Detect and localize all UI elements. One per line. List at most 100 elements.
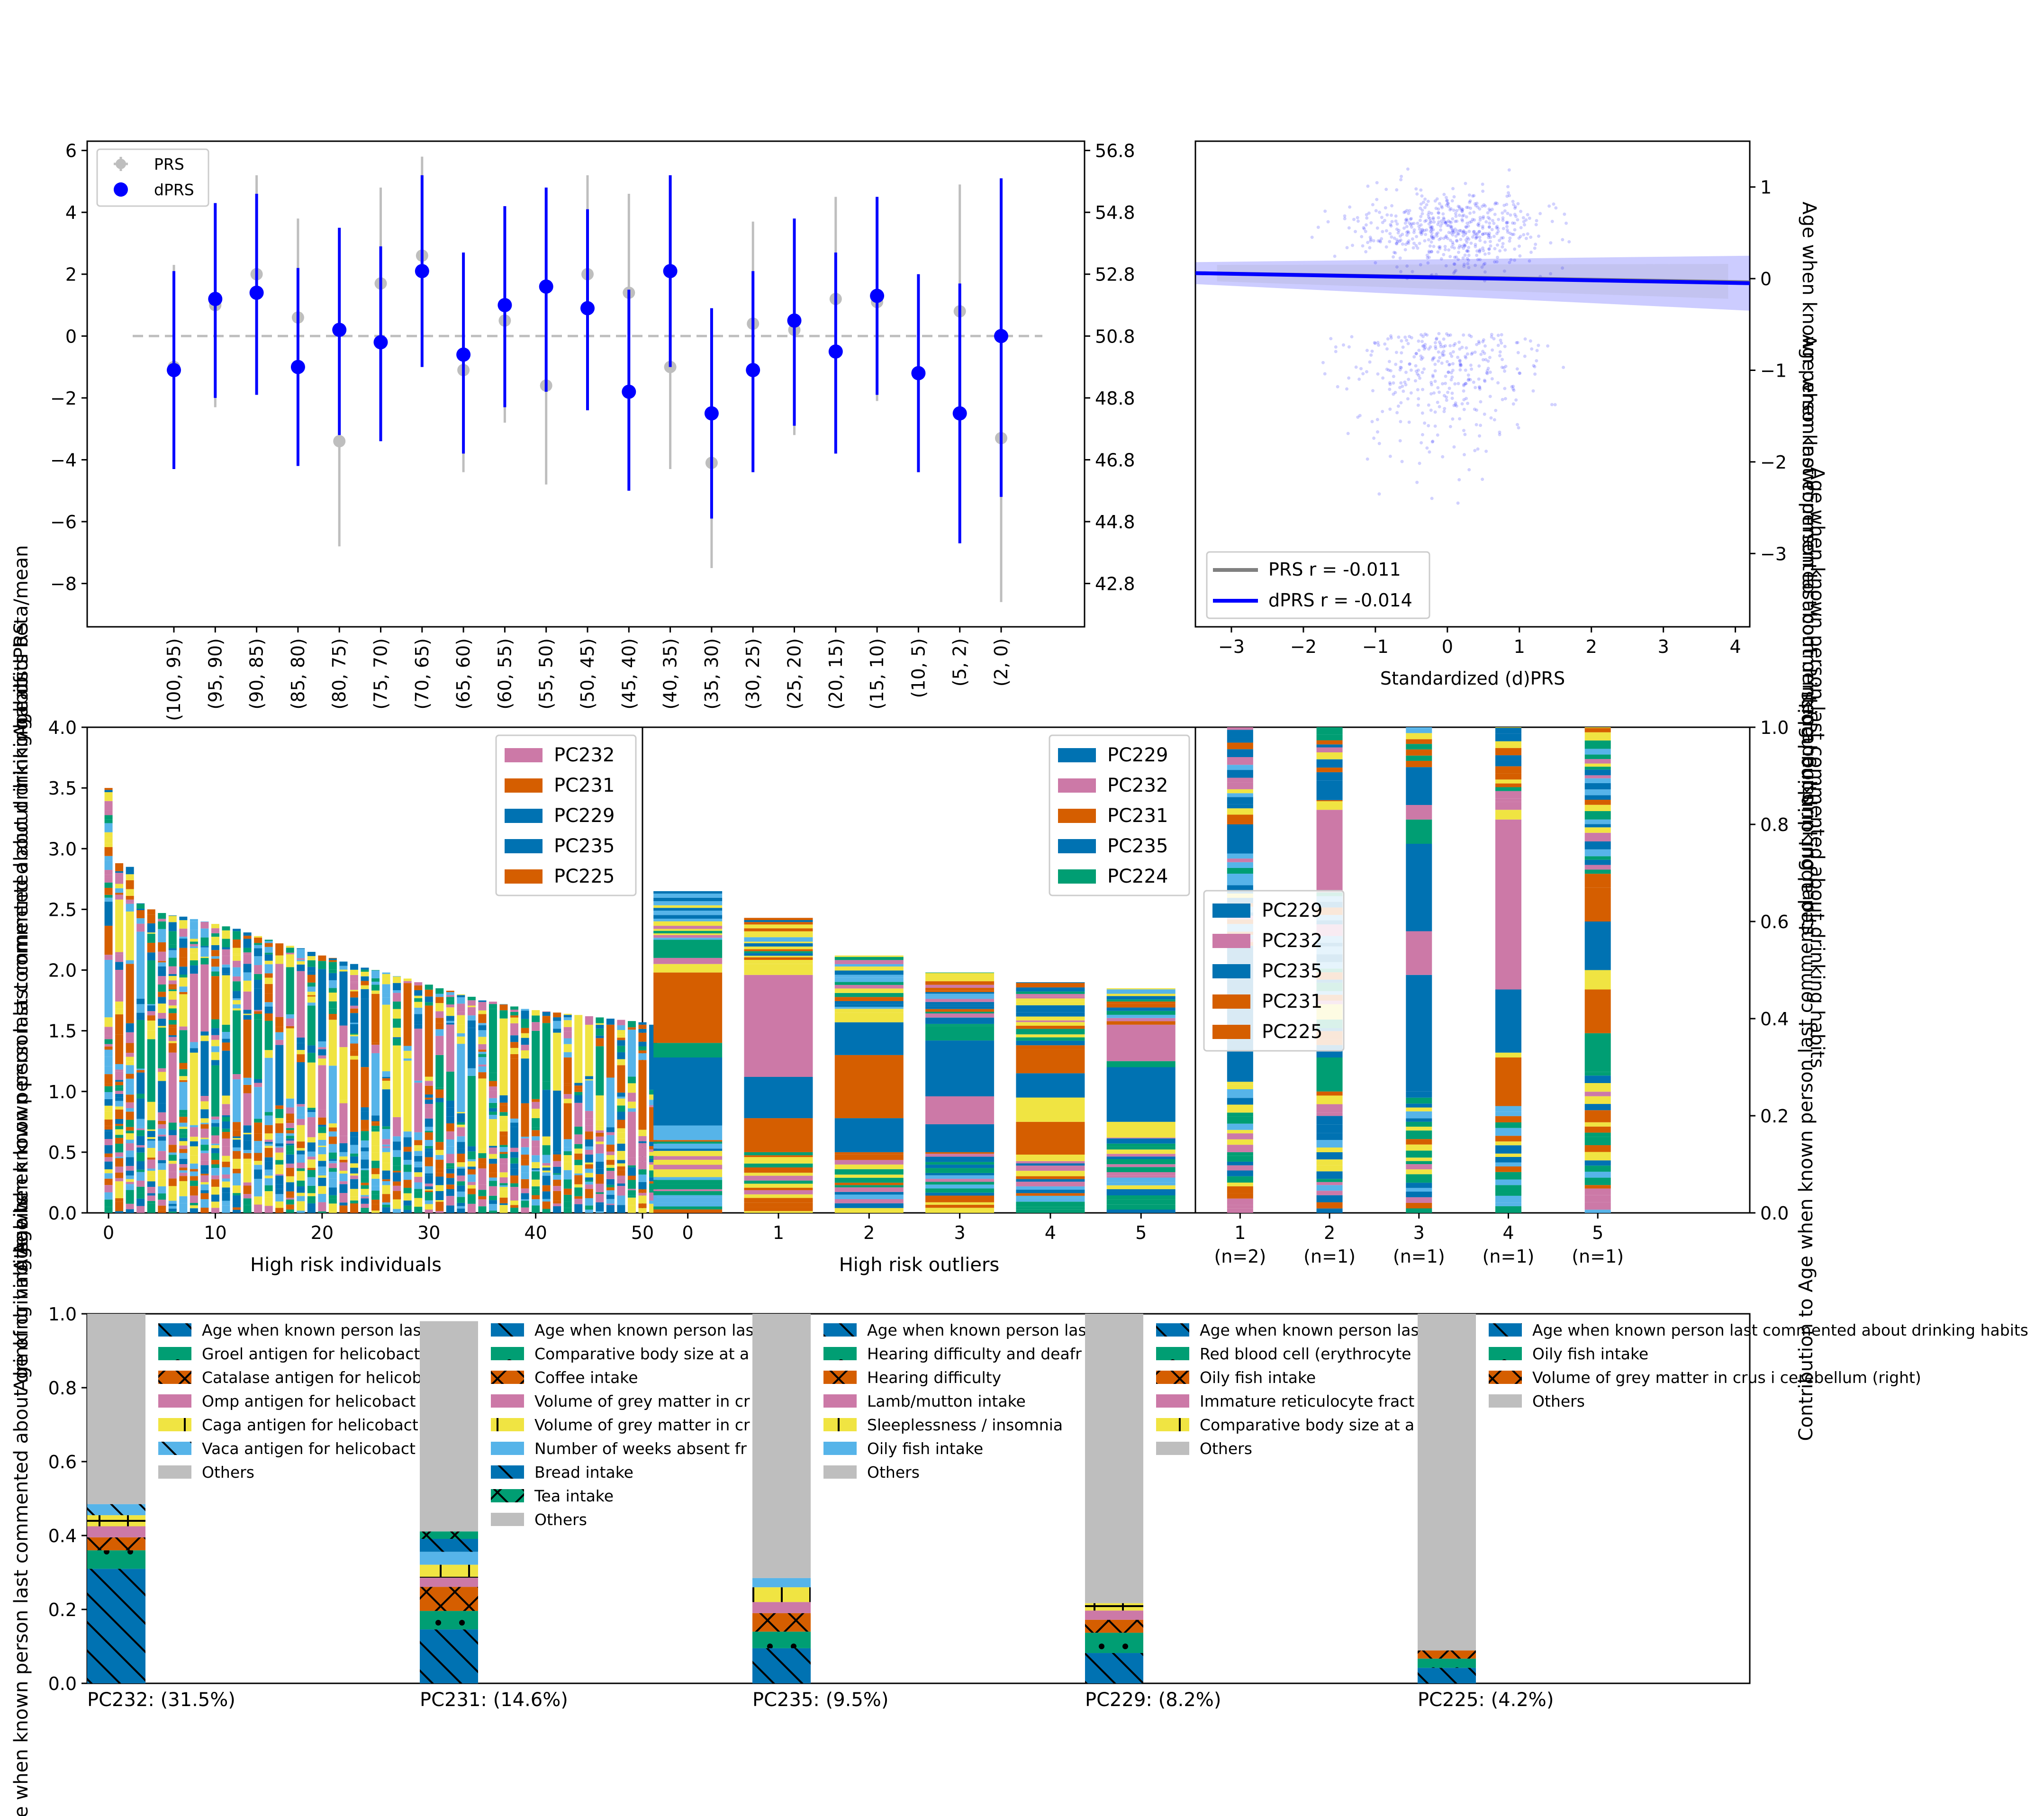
individual-bar-segment: [638, 1141, 647, 1143]
individual-bar-segment: [275, 1189, 284, 1194]
scatter-point: [1474, 244, 1477, 248]
individual-bar-segment: [126, 964, 134, 1023]
outlier-bar-slice: [925, 1152, 995, 1154]
individual-bar-segment: [264, 1206, 273, 1213]
cluster-bar-slice: [1584, 1126, 1611, 1133]
individual-bar-segment: [158, 1163, 166, 1170]
scatter-point: [1493, 260, 1497, 264]
x-tick-label: (50, 45): [577, 638, 598, 710]
scatter-point: [1370, 420, 1374, 424]
pc-legend-hatch: [1156, 1418, 1189, 1431]
outlier-bar-segment: [834, 1055, 904, 1119]
individual-bar-segment: [425, 1076, 433, 1081]
individual-bar-segment: [318, 1125, 326, 1127]
scatter-point: [1418, 461, 1421, 465]
individual-bar-segment: [393, 1191, 401, 1200]
individual-bar-segment: [617, 1111, 625, 1120]
scatter-point: [1505, 228, 1509, 232]
individual-bar-segment: [115, 1106, 124, 1110]
individual-bar-segment: [510, 1030, 519, 1036]
individual-bar-segment: [350, 1175, 358, 1179]
individual-bar-segment: [275, 1027, 284, 1032]
scatter-point: [1517, 426, 1520, 430]
scatter-point: [1430, 497, 1434, 500]
scatter-point: [1381, 221, 1384, 225]
scatter-point: [1467, 200, 1471, 204]
individual-bar-segment: [403, 1180, 412, 1188]
pc-legend-label: Others: [867, 1463, 920, 1482]
individual-bar-segment: [286, 1128, 294, 1130]
individual-bar-segment: [190, 1205, 198, 1209]
scatter-point: [1454, 215, 1458, 218]
scatter-point: [1505, 220, 1509, 224]
individual-bar-segment: [510, 1118, 519, 1123]
individual-bar-segment: [467, 1188, 476, 1194]
scatter-point: [1510, 233, 1514, 236]
outliers-legend-swatch: [1058, 748, 1096, 762]
individual-bar-segment: [233, 1122, 241, 1130]
individual-bar-segment: [179, 1076, 188, 1080]
scatter-point: [1451, 233, 1455, 237]
scatter-point: [1486, 211, 1490, 215]
individual-bar-segment: [147, 1021, 155, 1030]
scatter-point: [1369, 221, 1373, 225]
cluster-bar-slice: [1495, 791, 1521, 799]
scatter-point: [1405, 208, 1409, 212]
cluster-bar-slice: [1584, 1104, 1611, 1111]
individual-bar-segment: [222, 1178, 230, 1182]
scatter-point: [1388, 454, 1392, 458]
scatter-point: [1488, 231, 1492, 235]
individual-bar-segment: [264, 960, 273, 965]
individual-bar-segment: [435, 1018, 444, 1023]
individual-bar-segment: [307, 1137, 316, 1139]
scatter-frame: [1194, 140, 1751, 628]
scatter-point: [1487, 226, 1491, 229]
scatter-point: [1515, 341, 1519, 344]
scatter-point: [1455, 219, 1459, 223]
outlier-bar-slice: [1016, 987, 1085, 992]
individual-bar-segment: [115, 1034, 124, 1064]
individual-bar-segment: [243, 932, 252, 936]
scatter-point: [1368, 246, 1372, 250]
y-tick-label: −2: [50, 388, 77, 409]
individual-bar-segment: [200, 1208, 209, 1213]
scatter-point: [1478, 218, 1482, 222]
individual-bar-segment: [617, 1143, 625, 1151]
scatter-point: [1377, 210, 1381, 214]
individual-bar-segment: [222, 1205, 230, 1213]
individual-bar-segment: [585, 1149, 593, 1155]
outlier-bar-slice: [925, 1188, 995, 1193]
scatter-point: [1449, 231, 1453, 235]
cluster-bar-slice: [1406, 1161, 1432, 1165]
individual-bar-segment: [574, 1199, 583, 1204]
scatter-point: [1364, 223, 1368, 227]
scatter-point: [1444, 381, 1447, 385]
scatter-point: [1440, 351, 1444, 355]
individual-bar-segment: [457, 1142, 465, 1149]
individual-bar-segment: [104, 1039, 113, 1044]
individual-bar-segment: [104, 1207, 113, 1211]
scatter-point: [1475, 253, 1479, 257]
scatter-point: [1412, 242, 1416, 245]
outlier-bar-slice: [834, 1177, 904, 1183]
individual-bar-segment: [446, 1168, 454, 1174]
individual-bar-segment: [211, 1135, 219, 1144]
scatter-point: [1432, 391, 1436, 395]
overlap-ylabel-2: Age when known person last commented abo…: [1806, 467, 1828, 1068]
scatter-point: [1467, 333, 1471, 337]
individual-bar-segment: [222, 1095, 230, 1104]
individual-bar-segment: [211, 976, 219, 1020]
individual-bar-segment: [115, 1211, 124, 1213]
outlier-bar-slice: [834, 955, 904, 957]
outlier-bar-slice: [1106, 999, 1176, 1002]
individual-bar-segment: [104, 1185, 113, 1193]
individual-bar-segment: [596, 1025, 604, 1029]
scatter-point: [1326, 220, 1330, 224]
x-tick-label: 10: [204, 1222, 226, 1243]
scatter-point: [1476, 258, 1480, 262]
individual-bar-segment: [168, 935, 177, 945]
individual-bar-segment: [553, 1017, 561, 1021]
individuals-legend-box: [495, 734, 637, 896]
individual-bar-segment: [243, 1205, 252, 1213]
individual-bar-segment: [553, 1152, 561, 1155]
